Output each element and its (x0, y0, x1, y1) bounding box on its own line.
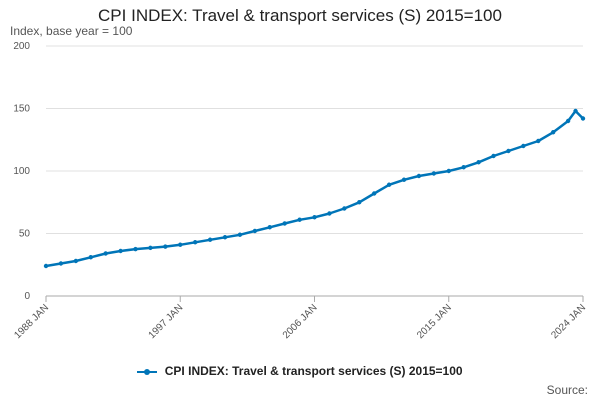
x-tick-label: 1988 JAN (12, 302, 51, 341)
data-point (491, 153, 496, 159)
data-point (222, 235, 228, 240)
y-tick-label: 100 (13, 166, 30, 177)
data-point (163, 244, 168, 249)
data-point (416, 173, 422, 179)
data-point (237, 232, 243, 237)
data-point (342, 206, 347, 211)
data-point (312, 215, 317, 220)
data-point (207, 237, 213, 242)
data-point (446, 168, 451, 174)
data-point (282, 221, 287, 226)
data-point (565, 118, 571, 124)
y-tick-label: 50 (19, 229, 31, 240)
y-tick-label: 0 (24, 291, 30, 302)
series-line (44, 109, 585, 268)
y-tick-label: 200 (13, 41, 30, 52)
chart-subtitle: Index, base year = 100 (10, 24, 133, 38)
legend-swatch (137, 367, 158, 377)
data-point (118, 248, 123, 254)
data-point (297, 217, 302, 222)
data-point (461, 165, 466, 170)
data-point (580, 116, 586, 121)
data-point (88, 255, 93, 260)
source-label: Source: (546, 383, 588, 397)
data-point (536, 138, 541, 144)
data-point (133, 246, 138, 252)
line-chart: 0 50 100 150 200 1988 JAN 1997 JAN 2006 JAN 2015… (12, 41, 588, 341)
data-point (43, 263, 49, 269)
data-point (386, 182, 392, 187)
data-point (573, 108, 578, 114)
data-point (521, 143, 526, 149)
data-point (506, 148, 511, 154)
x-tick-label: 2024 JAN (549, 302, 588, 341)
data-point (148, 245, 153, 251)
legend-label: CPI INDEX: Travel & transport services (… (164, 364, 463, 378)
y-tick-label: 150 (13, 104, 30, 115)
data-point (401, 177, 407, 182)
data-point (357, 200, 362, 205)
legend[interactable]: CPI INDEX: Travel & transport services (… (0, 364, 600, 378)
data-point (58, 261, 64, 266)
x-tick-label: 2015 JAN (415, 302, 454, 341)
data-point (327, 211, 332, 216)
data-point (103, 251, 108, 256)
x-tick-label: 2006 JAN (281, 302, 320, 341)
data-point (371, 191, 377, 196)
data-point (73, 258, 79, 264)
data-point (476, 160, 481, 165)
x-tick-label: 1997 JAN (147, 302, 186, 341)
chart-title: CPI INDEX: Travel & transport services (… (98, 6, 502, 25)
data-point (178, 242, 183, 247)
data-point (267, 225, 272, 230)
data-point (252, 228, 258, 234)
data-point (550, 130, 556, 135)
data-point (431, 171, 437, 176)
data-point (192, 240, 198, 245)
